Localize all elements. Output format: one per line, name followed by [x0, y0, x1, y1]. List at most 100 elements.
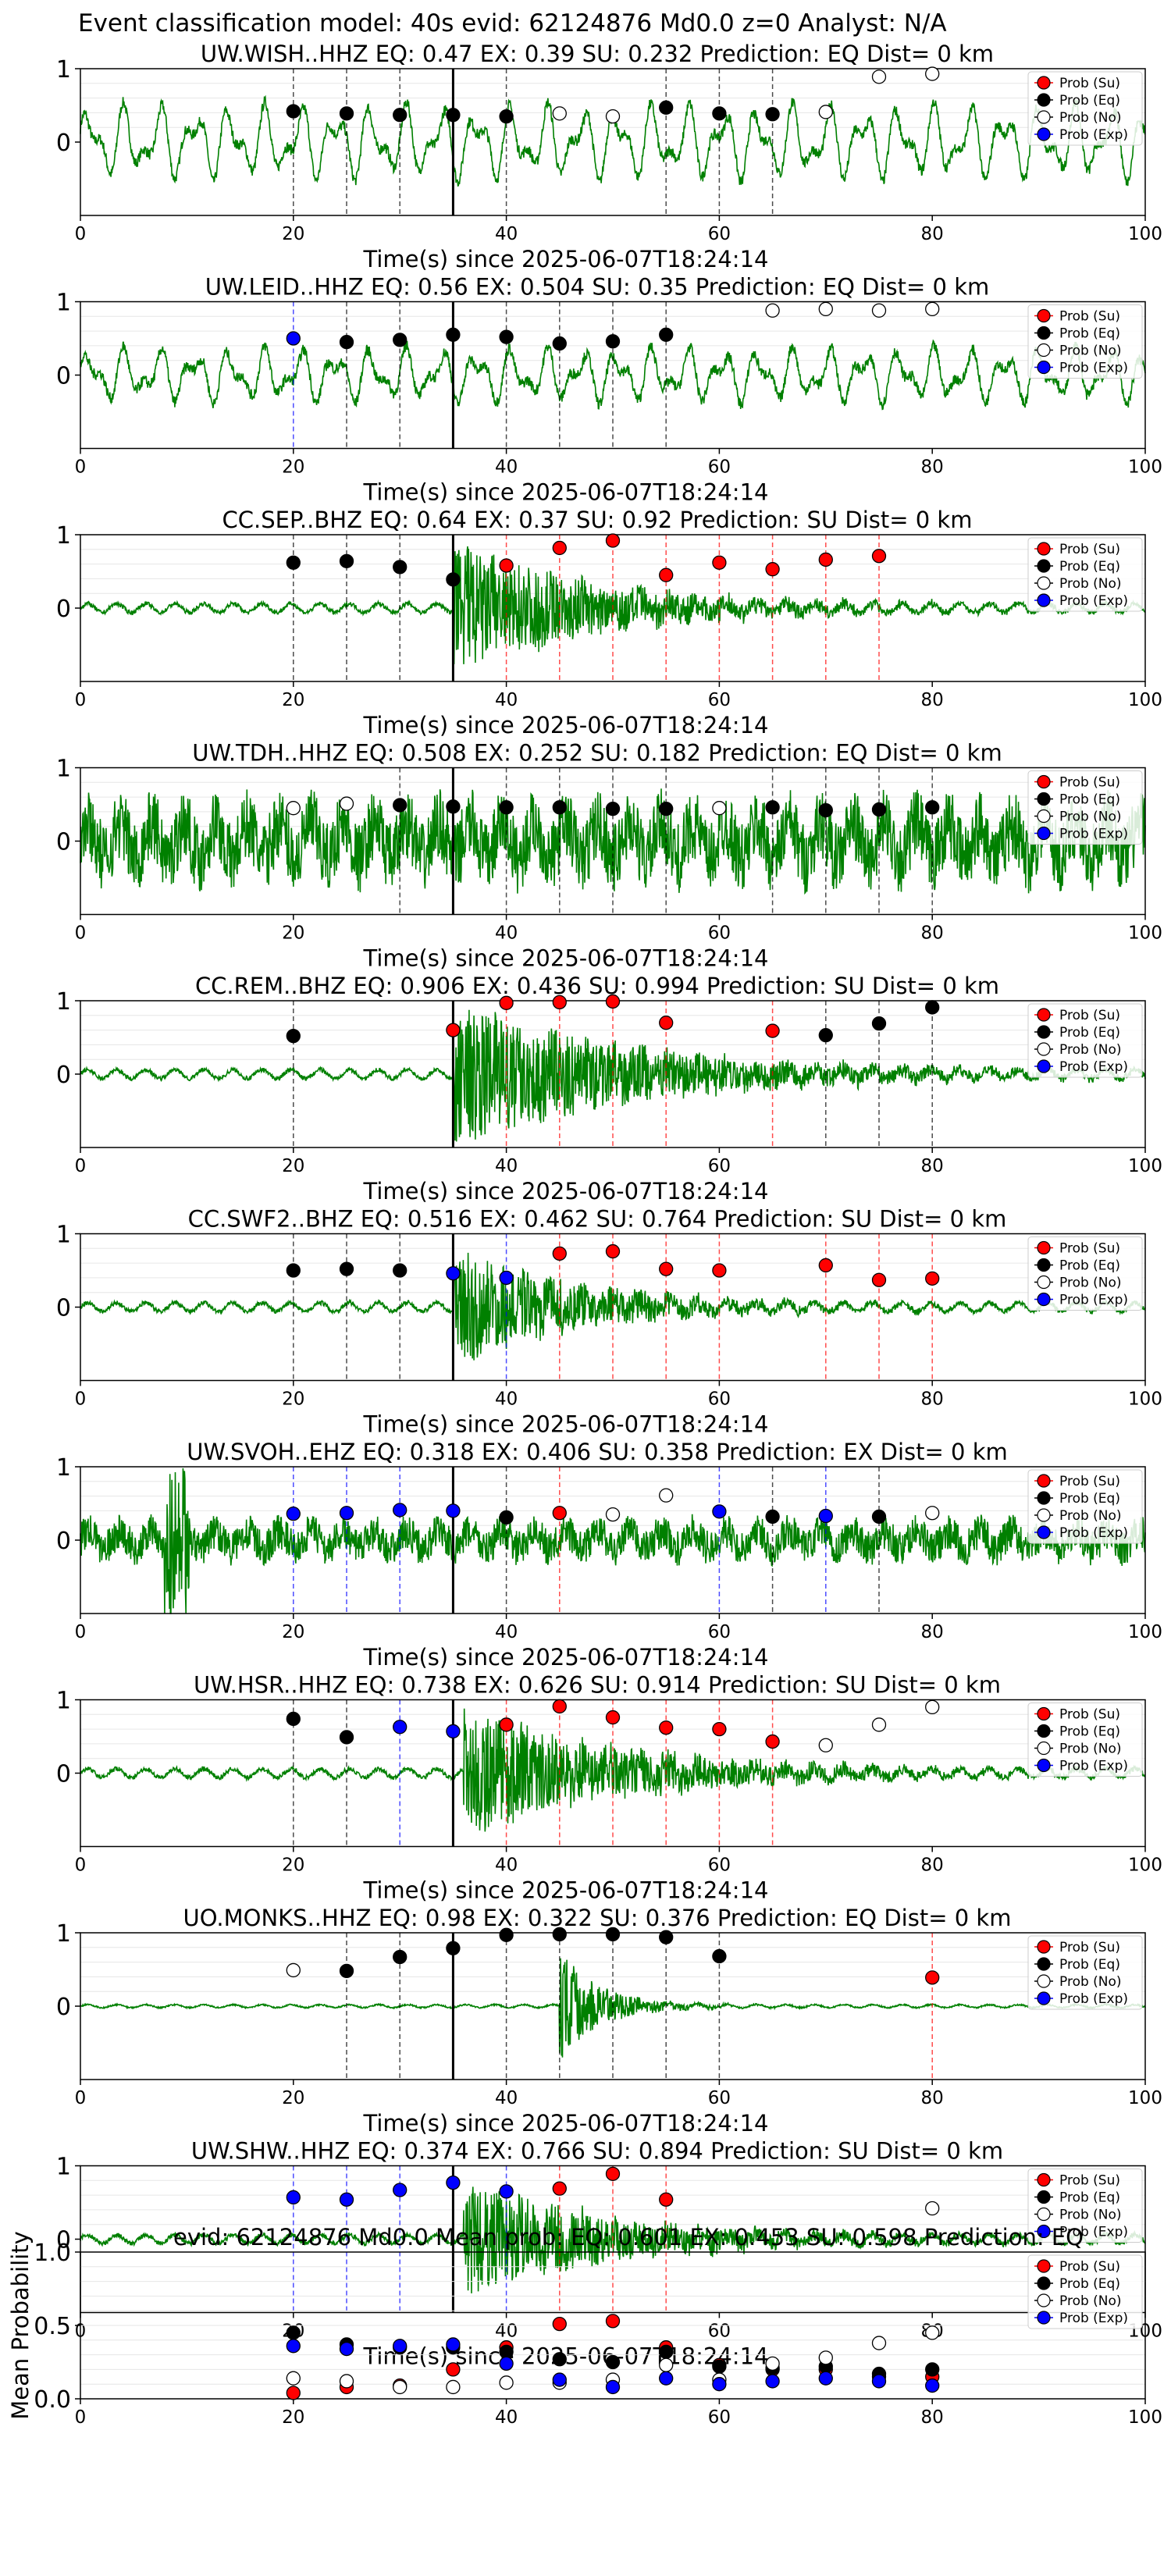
- prob-point-su: [499, 558, 514, 573]
- prob-point-su: [446, 1023, 461, 1037]
- prob-point-eq: [393, 560, 408, 575]
- prob-point-eq: [339, 1261, 354, 1276]
- mean-point-no: [393, 2379, 408, 2395]
- legend-marker-no: [1037, 809, 1051, 824]
- mean-point-exp: [339, 2341, 354, 2357]
- legend-marker-exp: [1037, 1292, 1051, 1307]
- legend-label: Prob (No): [1059, 2208, 1122, 2223]
- legend-marker-no: [1037, 1275, 1051, 1290]
- x-tick-label: 0: [75, 1156, 87, 1176]
- x-tick-label: 60: [708, 224, 731, 244]
- y-tick-label: 1: [56, 1454, 71, 1482]
- station-panel-8: UW.HSR..HHZ EQ: 0.738 EX: 0.626 SU: 0.91…: [56, 1672, 1162, 1904]
- prob-point-eq: [499, 1510, 514, 1525]
- x-tick-label: 80: [921, 457, 944, 478]
- mean-point-eq: [286, 2325, 301, 2340]
- prob-point-no: [765, 303, 780, 318]
- x-tick-label: 40: [495, 2322, 518, 2342]
- legend-label: Prob (No): [1059, 1042, 1122, 1058]
- x-tick-label: 60: [708, 2322, 731, 2342]
- prob-point-eq: [446, 1941, 461, 1955]
- legend-marker-exp: [1037, 2311, 1051, 2325]
- legend-label: Prob (Eq): [1059, 1724, 1120, 1740]
- legend-label: Prob (Exp): [1059, 127, 1128, 143]
- legend-box: [1027, 304, 1143, 379]
- x-tick-label: 20: [282, 1156, 304, 1176]
- legend-label: Prob (No): [1059, 1508, 1122, 1524]
- prob-point-no: [871, 303, 887, 318]
- x-tick-label: 100: [1128, 2088, 1162, 2108]
- legend-marker-eq: [1037, 1025, 1051, 1039]
- x-tick-label: 20: [282, 2088, 304, 2108]
- prob-point-no: [286, 801, 301, 816]
- mean-point-exp: [552, 2372, 567, 2387]
- prob-point-exp: [339, 2192, 354, 2207]
- prob-point-eq: [765, 1509, 780, 1525]
- prob-point-eq: [339, 1730, 354, 1745]
- x-axis-label: Time(s) since 2025-06-07T18:24:14: [363, 1877, 769, 1904]
- y-tick-label: 0: [56, 1528, 71, 1555]
- prob-point-eq: [712, 106, 727, 121]
- panel-title: CC.REM..BHZ EQ: 0.906 EX: 0.436 SU: 0.99…: [195, 973, 999, 999]
- station-panel-7: UW.SVOH..EHZ EQ: 0.318 EX: 0.406 SU: 0.3…: [56, 1439, 1162, 1670]
- legend-marker-eq: [1037, 1491, 1051, 1505]
- prob-point-eq: [286, 1263, 301, 1278]
- legend-marker-no: [1037, 1974, 1051, 1988]
- waveform-trace: [80, 1958, 1146, 2058]
- legend-marker-su: [1037, 2172, 1051, 2187]
- prob-point-no: [925, 301, 940, 317]
- legend-box: [1027, 2254, 1143, 2329]
- prob-point-su: [605, 533, 621, 548]
- legend-label: Prob (Eq): [1059, 1025, 1120, 1041]
- prob-point-exp: [286, 2190, 301, 2205]
- prob-point-exp: [393, 1503, 408, 1517]
- station-panel-1: UW.WISH..HHZ EQ: 0.47 EX: 0.39 SU: 0.232…: [56, 41, 1162, 272]
- mean-point-eq: [605, 2354, 621, 2370]
- legend-label: Prob (Exp): [1059, 1525, 1128, 1541]
- legend-label: Prob (Eq): [1059, 93, 1120, 109]
- prob-point-eq: [605, 334, 621, 349]
- legend-label: Prob (Su): [1059, 775, 1120, 791]
- x-tick-label: 100: [1128, 224, 1162, 244]
- x-tick-label: 60: [708, 923, 731, 944]
- y-tick-label: 0: [56, 2227, 71, 2254]
- legend-label: Prob (Eq): [1059, 792, 1120, 808]
- legend-label: Prob (Su): [1059, 1474, 1120, 1489]
- legend-label: Prob (Exp): [1059, 1759, 1128, 1774]
- panel-title: CC.SEP..BHZ EQ: 0.64 EX: 0.37 SU: 0.92 P…: [222, 507, 973, 533]
- prob-point-exp: [446, 1724, 461, 1739]
- prob-point-eq: [499, 1927, 514, 1942]
- prob-point-no: [871, 69, 887, 84]
- legend-marker-no: [1037, 110, 1051, 124]
- mean-point-exp: [659, 2371, 674, 2386]
- legend-label: Prob (Su): [1059, 1940, 1120, 1955]
- x-tick-label: 0: [75, 690, 87, 710]
- legend-label: Prob (Eq): [1059, 1957, 1120, 1973]
- prob-point-no: [871, 1717, 887, 1732]
- prob-point-eq: [286, 555, 301, 570]
- prob-point-exp: [393, 2183, 408, 2197]
- prob-point-exp: [499, 2184, 514, 2199]
- legend-marker-no: [1037, 1741, 1051, 1756]
- prob-point-su: [552, 1246, 567, 1261]
- y-tick-label: 0: [56, 363, 71, 390]
- y-tick-label: 1: [56, 1920, 71, 1948]
- mean-probability-panel: evid: 62124876 Md0.0 Mean prob: EQ: 0.60…: [7, 2224, 1162, 2428]
- x-tick-label: 0: [75, 1622, 87, 1642]
- x-axis-label: Time(s) since 2025-06-07T18:24:14: [363, 945, 769, 972]
- prob-point-eq: [925, 800, 940, 815]
- prob-point-no: [925, 66, 940, 81]
- prob-point-su: [818, 1258, 833, 1273]
- prob-point-eq: [499, 329, 514, 344]
- prob-point-su: [552, 1506, 567, 1521]
- x-tick-label: 100: [1128, 690, 1162, 710]
- prob-point-eq: [446, 327, 461, 342]
- legend-label: Prob (Su): [1059, 309, 1120, 325]
- x-tick-label: 0: [75, 923, 87, 944]
- x-tick-label: 100: [1128, 457, 1162, 478]
- x-tick-label: 80: [921, 1622, 944, 1642]
- x-tick-label: 0: [75, 224, 87, 244]
- prob-point-exp: [499, 1270, 514, 1286]
- y-tick-label: 1: [56, 56, 71, 84]
